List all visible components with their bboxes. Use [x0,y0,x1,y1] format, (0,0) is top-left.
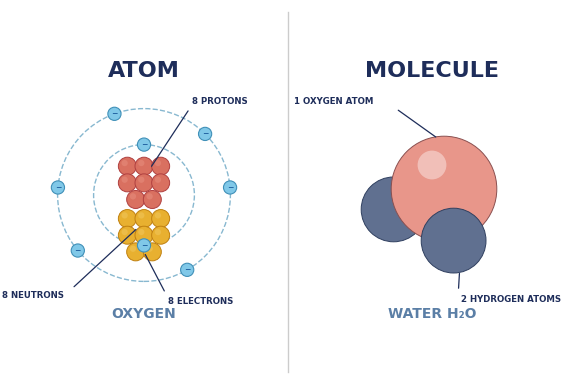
Circle shape [122,212,128,218]
Circle shape [135,210,153,228]
Circle shape [122,229,128,235]
Circle shape [118,174,137,192]
Circle shape [122,177,128,183]
Circle shape [122,160,128,166]
Text: 8 ELECTRONS: 8 ELECTRONS [168,297,233,306]
Circle shape [361,177,426,242]
Circle shape [151,226,170,244]
Text: −: − [184,265,191,274]
Text: −: − [141,140,147,149]
Circle shape [421,208,486,273]
Circle shape [135,157,153,175]
Circle shape [118,210,137,228]
Circle shape [181,263,194,276]
Text: MOLECULE: MOLECULE [365,61,499,81]
Circle shape [118,157,137,175]
Circle shape [155,212,161,218]
Circle shape [199,127,212,141]
Text: OXYGEN: OXYGEN [112,307,176,321]
Circle shape [146,193,153,200]
Circle shape [151,210,170,228]
Circle shape [138,229,145,235]
Circle shape [127,190,145,209]
Circle shape [151,174,170,192]
Text: −: − [141,241,147,250]
Circle shape [51,181,65,194]
Circle shape [127,243,145,261]
Circle shape [135,226,153,244]
Circle shape [138,138,150,151]
Text: −: − [111,109,118,118]
Circle shape [71,244,85,257]
Circle shape [155,177,161,183]
Circle shape [118,226,137,244]
Text: −: − [202,129,209,138]
Circle shape [138,239,150,252]
Circle shape [223,181,237,194]
Circle shape [155,160,161,166]
Circle shape [130,245,136,252]
Circle shape [135,174,153,192]
Circle shape [143,190,161,209]
Text: 8 NEUTRONS: 8 NEUTRONS [2,291,65,300]
Circle shape [130,193,136,200]
Text: WATER H₂O: WATER H₂O [388,307,476,321]
Circle shape [151,157,170,175]
Circle shape [146,245,153,252]
Text: −: − [55,183,61,192]
Text: −: − [227,183,233,192]
Text: −: − [75,246,81,255]
Circle shape [108,107,121,121]
Circle shape [155,229,161,235]
Circle shape [143,243,161,261]
Circle shape [138,160,145,166]
Text: 8 PROTONS: 8 PROTONS [192,97,248,106]
Text: 2 HYDROGEN ATOMS: 2 HYDROGEN ATOMS [461,295,561,304]
Circle shape [138,212,145,218]
Text: ATOM: ATOM [108,61,180,81]
Circle shape [138,177,145,183]
Text: 1 OXYGEN ATOM: 1 OXYGEN ATOM [294,97,373,106]
Circle shape [391,136,497,242]
Circle shape [418,151,446,179]
